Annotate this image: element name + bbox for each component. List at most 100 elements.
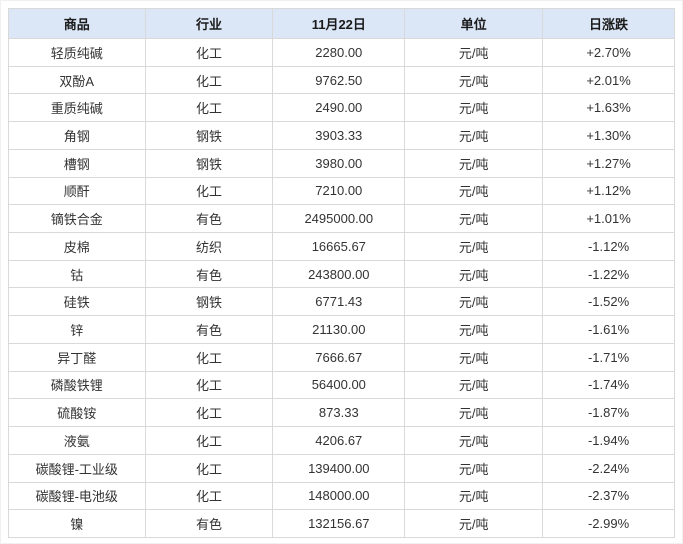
- cell-industry: 钢铁: [144, 121, 274, 150]
- cell-unit: 元/吨: [404, 398, 544, 428]
- column-header-unit: 单位: [404, 8, 544, 39]
- cell-industry: 化工: [144, 93, 274, 123]
- cell-unit: 元/吨: [404, 148, 544, 178]
- cell-change: +2.70%: [542, 38, 675, 67]
- cell-unit: 元/吨: [404, 453, 544, 483]
- cell-price: 132156.67: [272, 509, 406, 538]
- cell-industry: 纺织: [144, 232, 274, 261]
- cell-unit: 元/吨: [404, 426, 544, 455]
- cell-industry: 有色: [144, 204, 274, 234]
- cell-price: 16665.67: [272, 232, 406, 261]
- cell-industry: 化工: [144, 481, 274, 511]
- cell-change: +1.27%: [542, 148, 675, 178]
- column-header-price: 11月22日: [272, 8, 406, 39]
- table-row: 碳酸锂-电池级 化工 148000.00 元/吨 -2.37%: [8, 481, 675, 511]
- cell-industry: 化工: [144, 65, 274, 95]
- cell-industry: 有色: [144, 259, 274, 289]
- cell-name: 双酚A: [8, 65, 146, 95]
- table-row: 硅铁 钢铁 6771.43 元/吨 -1.52%: [8, 287, 675, 317]
- cell-change: -2.37%: [542, 481, 675, 511]
- cell-unit: 元/吨: [404, 232, 544, 261]
- cell-price: 4206.67: [272, 426, 406, 455]
- cell-unit: 元/吨: [404, 481, 544, 511]
- cell-industry: 化工: [144, 38, 274, 67]
- cell-change: +1.12%: [542, 176, 675, 206]
- cell-change: +1.30%: [542, 121, 675, 150]
- cell-price: 2280.00: [272, 38, 406, 67]
- cell-name: 皮棉: [8, 232, 146, 261]
- cell-name: 镍: [8, 509, 146, 538]
- table-row: 顺酐 化工 7210.00 元/吨 +1.12%: [8, 176, 675, 206]
- cell-name: 镝铁合金: [8, 204, 146, 234]
- column-header-name: 商品: [8, 8, 146, 39]
- cell-industry: 化工: [144, 453, 274, 483]
- cell-unit: 元/吨: [404, 93, 544, 123]
- cell-name: 磷酸铁锂: [8, 370, 146, 400]
- cell-name: 硫酸铵: [8, 398, 146, 428]
- cell-industry: 化工: [144, 342, 274, 372]
- cell-change: -1.12%: [542, 232, 675, 261]
- cell-change: -1.87%: [542, 398, 675, 428]
- cell-industry: 化工: [144, 370, 274, 400]
- cell-price: 873.33: [272, 398, 406, 428]
- header-row: 商品 行业 11月22日 单位 日涨跌: [8, 8, 675, 39]
- cell-name: 锌: [8, 315, 146, 344]
- cell-unit: 元/吨: [404, 509, 544, 538]
- cell-price: 148000.00: [272, 481, 406, 511]
- cell-price: 2490.00: [272, 93, 406, 123]
- cell-name: 碳酸锂-电池级: [8, 481, 146, 511]
- table-row: 液氨 化工 4206.67 元/吨 -1.94%: [8, 426, 675, 455]
- cell-unit: 元/吨: [404, 315, 544, 344]
- cell-name: 异丁醛: [8, 342, 146, 372]
- cell-price: 139400.00: [272, 453, 406, 483]
- cell-change: -1.71%: [542, 342, 675, 372]
- cell-price: 56400.00: [272, 370, 406, 400]
- table-row: 角钢 钢铁 3903.33 元/吨 +1.30%: [8, 121, 675, 150]
- table-row: 重质纯碱 化工 2490.00 元/吨 +1.63%: [8, 93, 675, 123]
- cell-price: 21130.00: [272, 315, 406, 344]
- cell-price: 2495000.00: [272, 204, 406, 234]
- cell-unit: 元/吨: [404, 259, 544, 289]
- cell-name: 顺酐: [8, 176, 146, 206]
- cell-change: -1.61%: [542, 315, 675, 344]
- cell-name: 硅铁: [8, 287, 146, 317]
- cell-change: +2.01%: [542, 65, 675, 95]
- table-row: 磷酸铁锂 化工 56400.00 元/吨 -1.74%: [8, 370, 675, 400]
- cell-name: 液氨: [8, 426, 146, 455]
- table-row: 硫酸铵 化工 873.33 元/吨 -1.87%: [8, 398, 675, 428]
- cell-name: 角钢: [8, 121, 146, 150]
- cell-industry: 化工: [144, 176, 274, 206]
- cell-name: 碳酸锂-工业级: [8, 453, 146, 483]
- table-row: 镝铁合金 有色 2495000.00 元/吨 +1.01%: [8, 204, 675, 234]
- cell-change: -1.22%: [542, 259, 675, 289]
- cell-price: 7210.00: [272, 176, 406, 206]
- cell-price: 3980.00: [272, 148, 406, 178]
- cell-price: 7666.67: [272, 342, 406, 372]
- cell-unit: 元/吨: [404, 342, 544, 372]
- cell-change: -2.99%: [542, 509, 675, 538]
- table-row: 镍有色 132156.67 元/吨 -2.99%: [8, 509, 675, 538]
- cell-unit: 元/吨: [404, 370, 544, 400]
- table-row: 异丁醛 化工 7666.67 元/吨 -1.71%: [8, 342, 675, 372]
- cell-change: +1.63%: [542, 93, 675, 123]
- table-row: 槽钢 钢铁 3980.00 元/吨 +1.27%: [8, 148, 675, 178]
- table-row: 锌有色 21130.00 元/吨 -1.61%: [8, 315, 675, 344]
- cell-industry: 钢铁: [144, 287, 274, 317]
- cell-name: 钴: [8, 259, 146, 289]
- cell-change: -1.74%: [542, 370, 675, 400]
- cell-unit: 元/吨: [404, 176, 544, 206]
- table-row: 钴有色 243800.00 元/吨 -1.22%: [8, 259, 675, 289]
- cell-change: -2.24%: [542, 453, 675, 483]
- cell-unit: 元/吨: [404, 65, 544, 95]
- cell-name: 重质纯碱: [8, 93, 146, 123]
- cell-change: -1.52%: [542, 287, 675, 317]
- cell-industry: 有色: [144, 509, 274, 538]
- column-header-industry: 行业: [144, 8, 274, 39]
- cell-unit: 元/吨: [404, 38, 544, 67]
- cell-change: +1.01%: [542, 204, 675, 234]
- cell-price: 9762.50: [272, 65, 406, 95]
- cell-industry: 化工: [144, 398, 274, 428]
- cell-unit: 元/吨: [404, 287, 544, 317]
- cell-price: 6771.43: [272, 287, 406, 317]
